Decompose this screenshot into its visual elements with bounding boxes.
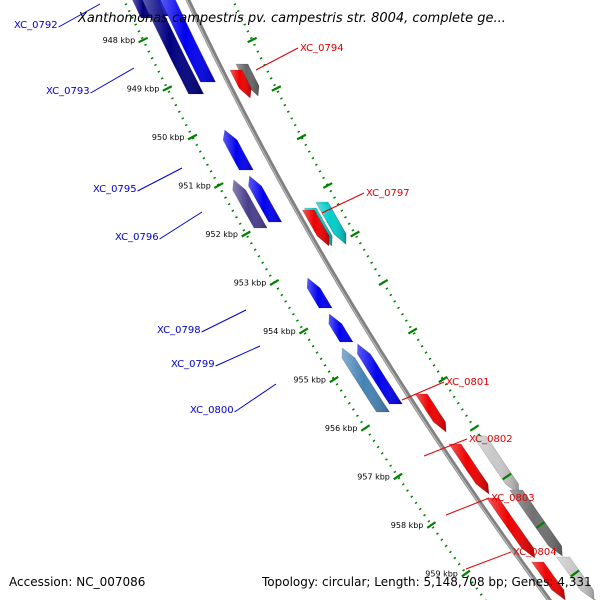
gene-feature[interactable] bbox=[448, 443, 490, 495]
scale-tick-mark bbox=[360, 424, 371, 432]
gene-feature[interactable] bbox=[531, 561, 566, 600]
gene-leader-line bbox=[465, 551, 512, 570]
scale-tick-mark bbox=[407, 327, 418, 335]
scale-tick-label: 950 kbp bbox=[152, 133, 185, 142]
scale-tick-label: 956 kbp bbox=[325, 424, 358, 433]
scale-tick-mark bbox=[469, 424, 480, 432]
scale-tick-mark bbox=[438, 375, 448, 384]
gene-feature[interactable] bbox=[341, 347, 391, 413]
gene-feature[interactable] bbox=[357, 343, 403, 405]
gene-leader-line bbox=[201, 309, 247, 333]
scale-tick-mark bbox=[271, 85, 282, 92]
gene-feature[interactable] bbox=[301, 209, 330, 247]
gene-leader-line bbox=[321, 192, 365, 214]
scale-tick-mark bbox=[461, 569, 471, 578]
gene-label-xc_0803[interactable]: XC_0803 bbox=[491, 493, 535, 504]
gene-leader-line bbox=[90, 67, 135, 94]
genome-backbone bbox=[185, 0, 553, 600]
gene-labels: XC_0792 XC_0793 XC_0795 XC_0796 XC_0798 XC_07… bbox=[14, 3, 557, 570]
gene-leader-line bbox=[215, 345, 261, 367]
gene-feature[interactable] bbox=[232, 179, 268, 229]
scale-tick-label: 949 kbp bbox=[127, 85, 160, 94]
scale-tick-mark bbox=[247, 36, 258, 44]
topology-text: Topology: circular; Length: 5,148,708 bp… bbox=[261, 575, 592, 589]
gene-feature[interactable] bbox=[142, 0, 205, 95]
scale-tick-mark bbox=[502, 472, 512, 481]
gene-label-xc_0793[interactable]: XC_0793 bbox=[46, 86, 90, 97]
scale-tick-mark bbox=[350, 230, 360, 238]
gene-leader-line bbox=[58, 3, 101, 28]
scale-tick-label: 948 kbp bbox=[103, 36, 136, 45]
gene-label-xc_0802[interactable]: XC_0802 bbox=[469, 434, 513, 445]
gene-feature[interactable] bbox=[328, 313, 354, 343]
gene-feature[interactable] bbox=[248, 175, 283, 223]
accession-text: Accession: NC_007086 bbox=[9, 575, 145, 589]
gene-feature[interactable] bbox=[486, 497, 536, 559]
scale-tick-mark bbox=[378, 278, 389, 287]
gene-leader-line bbox=[159, 211, 203, 240]
gene-label-xc_0794[interactable]: XC_0794 bbox=[300, 43, 344, 54]
gene-label-xc_0797[interactable]: XC_0797 bbox=[366, 188, 410, 199]
scale-tick-label: 959 kbp bbox=[425, 570, 458, 579]
gene-label-xc_0798[interactable]: XC_0798 bbox=[157, 325, 201, 336]
scale-tick-label: 952 kbp bbox=[205, 230, 238, 239]
gene-label-xc_0796[interactable]: XC_0796 bbox=[115, 232, 159, 243]
gene-feature[interactable] bbox=[316, 203, 347, 245]
scale-tick-mark bbox=[162, 85, 173, 92]
gene-feature[interactable] bbox=[414, 393, 447, 433]
gene-label-xc_0795[interactable]: XC_0795 bbox=[93, 184, 137, 195]
gene-label-xc_0804[interactable]: XC_0804 bbox=[513, 547, 557, 558]
gene-leader-line bbox=[401, 381, 445, 401]
scale-tick-mark bbox=[535, 521, 546, 529]
gene-leader-line bbox=[445, 497, 490, 516]
gene-feature[interactable] bbox=[306, 277, 333, 309]
scale-tick-mark bbox=[241, 230, 251, 238]
gene-feature[interactable] bbox=[229, 69, 252, 99]
scale-tick-mark bbox=[213, 182, 224, 189]
backbone-highlight bbox=[186, 0, 549, 600]
gene-features bbox=[132, 0, 595, 600]
scale-tick-mark bbox=[426, 521, 437, 529]
scale-tick-mark bbox=[393, 472, 403, 481]
gene-label-xc_0801[interactable]: XC_0801 bbox=[446, 377, 490, 388]
gene-feature-unlabeled[interactable] bbox=[509, 489, 563, 557]
gene-label-xc_0800[interactable]: XC_0800 bbox=[190, 405, 234, 416]
scale-tick-mark bbox=[329, 375, 339, 384]
gene-label-xc_0799[interactable]: XC_0799 bbox=[171, 359, 215, 370]
gene-feature[interactable] bbox=[160, 0, 216, 83]
scale-tick-mark bbox=[570, 569, 580, 578]
gene-leader-line bbox=[137, 167, 183, 192]
gene-leader-line bbox=[255, 47, 299, 71]
scale-tick-mark bbox=[187, 133, 198, 141]
scale-tick-label: 951 kbp bbox=[178, 182, 211, 191]
genome-tracks bbox=[88, 0, 600, 600]
scale-tick-label: 955 kbp bbox=[293, 376, 326, 385]
scale-tick-mark bbox=[269, 278, 280, 287]
gene-label-xc_0792[interactable]: XC_0792 bbox=[14, 20, 58, 31]
gene-leader-line bbox=[234, 383, 277, 413]
scale-tick-label: 953 kbp bbox=[234, 279, 267, 288]
genome-title: Xanthomonas campestris pv. campestris st… bbox=[77, 11, 506, 26]
gene-feature[interactable] bbox=[222, 129, 254, 171]
gene-feature-unlabeled[interactable] bbox=[472, 435, 520, 495]
scale-tick-mark bbox=[296, 133, 307, 141]
gene-leader-line bbox=[423, 438, 468, 457]
scale-tick-label: 958 kbp bbox=[391, 521, 424, 530]
scale-tick-mark bbox=[138, 36, 149, 44]
scale-tick-label: 957 kbp bbox=[357, 473, 390, 482]
scale-tick-mark bbox=[298, 327, 309, 335]
track-band bbox=[88, 0, 600, 600]
gene-feature-unlabeled[interactable] bbox=[555, 556, 595, 600]
scale-tick-label: 954 kbp bbox=[263, 327, 296, 336]
scale-tick-mark bbox=[322, 182, 333, 189]
scale-ticks: 948 kbp 949 kbp 950 kbp 951 kbp 952 kbp 953 k… bbox=[103, 36, 580, 579]
